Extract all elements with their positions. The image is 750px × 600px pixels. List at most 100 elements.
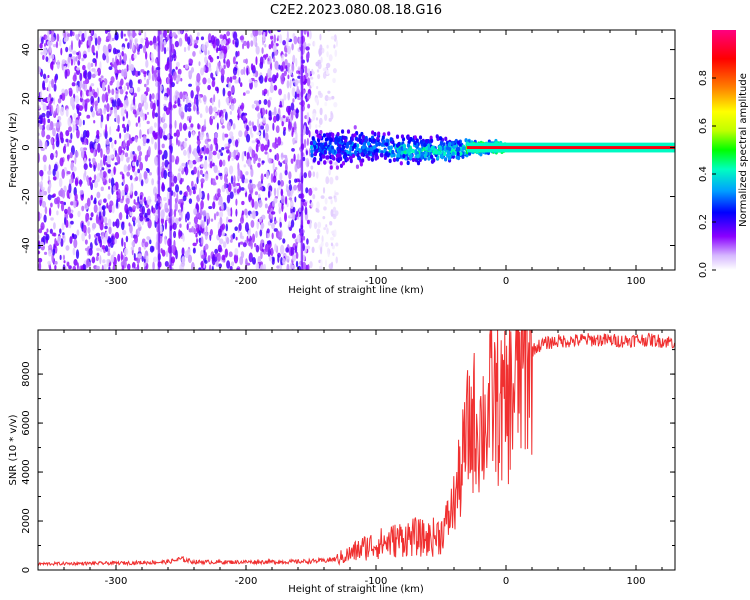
heatmap-cell: [50, 36, 55, 43]
heatmap-cell: [290, 158, 294, 164]
heatmap-cell: [47, 83, 51, 93]
heatmap-cell: [111, 234, 114, 245]
heatmap-cell: [122, 116, 125, 122]
heatmap-cell: [233, 253, 239, 264]
heatmap-cell: [319, 143, 324, 148]
heatmap-cell: [239, 231, 243, 239]
colorbar-tick-label: 0.6: [698, 118, 709, 134]
heatmap-cell: [282, 238, 286, 244]
heatmap-cell: [43, 214, 47, 223]
heatmap-cell: [194, 39, 199, 45]
heatmap-cell: [284, 156, 288, 165]
heatmap-cell: [167, 133, 170, 140]
heatmap-cell: [137, 145, 142, 152]
heatmap-cell: [185, 162, 188, 169]
heatmap-cell: [105, 145, 110, 155]
heatmap-cell: [40, 180, 44, 191]
heatmap-cell: [188, 70, 193, 76]
heatmap-cell: [195, 94, 199, 100]
heatmap-cell: [144, 200, 147, 206]
heatmap-cell: [66, 141, 70, 147]
heatmap-cell: [101, 93, 106, 103]
heatmap-cell: [50, 217, 54, 221]
heatmap-cell: [250, 167, 254, 178]
heatmap-cell: [196, 140, 201, 145]
heatmap-cell: [321, 47, 325, 54]
heatmap-cell: [217, 228, 222, 238]
heatmap-cell: [176, 192, 179, 203]
heatmap-cell: [109, 126, 112, 136]
heatmap-cell: [225, 146, 230, 150]
heatmap-cell: [204, 50, 208, 56]
heatmap-cell: [194, 43, 197, 48]
heatmap-cell: [160, 217, 165, 225]
heatmap-cell: [228, 131, 234, 137]
heatmap-cell: [65, 129, 70, 137]
heatmap-cell: [166, 34, 170, 41]
heatmap-cell: [427, 156, 431, 161]
heatmap-cell: [64, 89, 69, 97]
heatmap-cell: [406, 135, 410, 141]
heatmap-cell: [226, 121, 232, 131]
heatmap-cell: [346, 129, 351, 134]
heatmap-cell: [387, 131, 391, 136]
heatmap-cell: [211, 265, 214, 270]
heatmap-cell: [137, 102, 143, 112]
heatmap-cell: [163, 122, 168, 129]
heatmap-cell: [307, 170, 312, 179]
heatmap-cell: [142, 135, 147, 144]
heatmap-cell: [137, 154, 142, 163]
heatmap-cell: [49, 228, 53, 234]
heatmap-cell: [50, 137, 54, 145]
heatmap-cell: [292, 54, 296, 64]
snr-ytick-label: 2000: [21, 508, 32, 533]
heatmap-cell: [228, 219, 233, 223]
heatmap-cell: [109, 200, 114, 207]
heatmap-cell: [183, 141, 187, 148]
heatmap-cell: [107, 169, 112, 174]
heatmap-cell: [320, 241, 324, 247]
heatmap-cell: [186, 223, 189, 231]
heatmap-cell: [318, 124, 321, 128]
heatmap-cell: [178, 208, 181, 216]
heatmap-cell: [104, 129, 108, 140]
heatmap-cell: [216, 65, 219, 76]
heatmap-cell: [284, 58, 288, 66]
heatmap-cell: [100, 186, 104, 192]
heatmap-cell: [42, 54, 45, 60]
heatmap-cell: [80, 89, 83, 98]
heatmap-cell: [175, 184, 179, 193]
heatmap-cell: [192, 189, 196, 195]
heatmap-cell: [318, 146, 322, 152]
heatmap-cell: [295, 210, 299, 218]
heatmap-cell: [435, 134, 439, 139]
heatmap-cell: [230, 207, 233, 217]
heatmap-cell: [255, 45, 260, 55]
heatmap-cell: [183, 46, 187, 53]
heatmap-cell: [220, 68, 225, 76]
heatmap-cell: [232, 75, 237, 80]
heatmap-cell: [79, 147, 84, 152]
heatmap-cell: [281, 121, 284, 127]
heatmap-cell: [275, 113, 280, 122]
heatmap-cell: [89, 217, 93, 221]
heatmap-cell: [430, 145, 434, 151]
heatmap-cell: [222, 108, 227, 113]
heatmap-cell: [199, 100, 202, 104]
heatmap-cell: [335, 256, 338, 264]
heatmap-cell: [78, 105, 84, 111]
heatmap-cell: [74, 155, 77, 165]
heatmap-cell: [112, 264, 116, 270]
heatmap-cell: [145, 139, 150, 144]
heatmap-cell: [171, 31, 177, 37]
heatmap-cell: [96, 191, 101, 199]
heatmap-cell: [123, 33, 126, 37]
heatmap-cell: [293, 184, 298, 191]
heatmap-cell: [288, 179, 292, 185]
heatmap-cell: [53, 163, 58, 172]
heatmap-cell: [103, 107, 107, 115]
heatmap-cell: [106, 102, 110, 113]
heatmap-cell: [277, 136, 282, 146]
heatmap-cell: [235, 236, 238, 241]
heatmap-cell: [289, 79, 292, 89]
